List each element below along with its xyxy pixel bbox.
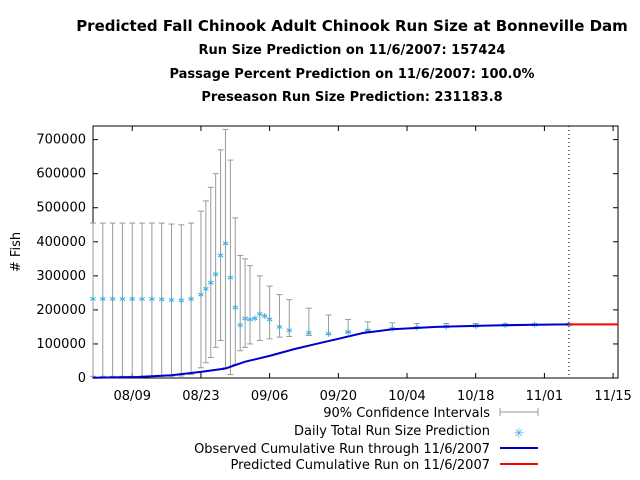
daily-prediction-point: [242, 315, 248, 322]
daily-prediction-point: [252, 315, 258, 322]
daily-prediction-point: [217, 252, 224, 259]
confidence-interval: [207, 186, 214, 359]
daily-prediction-point: [188, 295, 194, 302]
confidence-interval: [247, 265, 254, 345]
y-tick-label: 200000: [36, 303, 86, 318]
legend-label-predicted: Predicted Cumulative Run on 11/6/2007: [230, 458, 490, 473]
daily-prediction-point: [266, 316, 273, 323]
legend-item-daily: Daily Total Run Size Prediction ✳: [294, 424, 525, 442]
legend-item-observed: Observed Cumulative Run through 11/6/200…: [194, 442, 538, 457]
daily-prediction-point: [207, 279, 214, 286]
confidence-interval: [202, 200, 209, 364]
legend-label-confidence: 90% Confidence Intervals: [323, 406, 490, 421]
confidence-interval: [276, 294, 283, 338]
y-axis-ticks: 0 100000 200000 300000 400000 500000 600000 700…: [36, 133, 618, 386]
confidence-interval: [237, 254, 244, 352]
daily-prediction-point: [232, 304, 239, 311]
daily-prediction-point: [247, 316, 253, 323]
daily-prediction-point: [129, 295, 136, 302]
chart-subtitle-preseason: Preseason Run Size Prediction: 231183.8: [201, 90, 502, 105]
daily-prediction-point: [99, 295, 106, 302]
daily-prediction-points: [90, 240, 572, 337]
daily-prediction-point: [139, 295, 145, 302]
confidence-interval: [256, 275, 263, 342]
x-tick-label: 10/18: [457, 389, 494, 404]
chart-subtitle-run-size: Run Size Prediction on 11/6/2007: 157424: [199, 43, 506, 58]
legend-item-confidence: 90% Confidence Intervals: [323, 406, 539, 421]
legend-label-daily: Daily Total Run Size Prediction: [294, 424, 490, 439]
daily-prediction-point: [109, 295, 116, 302]
legend-label-observed: Observed Cumulative Run through 11/6/200…: [194, 442, 490, 457]
daily-prediction-point: [261, 313, 268, 320]
legend-swatch-daily: ✳: [514, 427, 525, 442]
legend-item-predicted: Predicted Cumulative Run on 11/6/2007: [230, 458, 538, 473]
chart-title: Predicted Fall Chinook Adult Chinook Run…: [76, 17, 628, 35]
confidence-interval: [232, 217, 239, 365]
x-tick-label: 09/06: [251, 389, 288, 404]
daily-prediction-point: [325, 330, 332, 337]
x-tick-label: 09/20: [320, 389, 357, 404]
daily-prediction-point: [222, 240, 229, 247]
x-axis-ticks: 08/09 08/23 09/06 09/20 10/04 10/18 11/01 11/15: [114, 126, 632, 404]
confidence-interval: [242, 258, 249, 348]
daily-prediction-point: [168, 297, 175, 304]
daily-prediction-point: [237, 322, 244, 329]
daily-prediction-point: [90, 295, 96, 302]
observed-cumulative-line: [92, 323, 569, 379]
y-tick-label: 400000: [36, 235, 86, 250]
daily-prediction-point: [256, 310, 263, 317]
y-axis-label: # Fish: [9, 232, 24, 272]
plot-area: 0 100000 200000 300000 400000 500000 600000 700…: [36, 125, 632, 404]
x-tick-label: 11/15: [594, 389, 631, 404]
legend: 90% Confidence Intervals Daily Total Run…: [194, 406, 539, 473]
confidence-interval: [217, 149, 224, 342]
daily-prediction-point: [149, 295, 155, 302]
y-tick-label: 600000: [36, 167, 86, 182]
confidence-interval: [222, 128, 229, 369]
daily-prediction-point: [276, 323, 283, 330]
daily-prediction-point: [158, 296, 165, 303]
confidence-interval: [266, 285, 273, 340]
x-tick-label: 08/23: [182, 389, 219, 404]
x-tick-label: 11/01: [526, 389, 563, 404]
daily-prediction-point: [202, 285, 209, 292]
confidence-interval: [227, 159, 234, 376]
daily-prediction-point: [119, 295, 126, 302]
y-tick-label: 0: [78, 371, 86, 386]
daily-prediction-point: [286, 327, 293, 334]
daily-prediction-point: [227, 274, 234, 281]
y-tick-label: 300000: [36, 269, 86, 284]
daily-prediction-point: [198, 291, 204, 298]
daily-prediction-point: [306, 329, 312, 336]
confidence-interval: [212, 173, 219, 348]
y-tick-label: 700000: [36, 133, 86, 148]
y-tick-label: 500000: [36, 201, 86, 216]
confidence-interval: [197, 210, 204, 369]
confidence-interval-bars: [90, 128, 572, 377]
x-tick-label: 08/09: [114, 389, 151, 404]
x-tick-label: 10/04: [388, 389, 425, 404]
daily-prediction-point: [212, 271, 219, 278]
daily-prediction-point: [345, 329, 351, 336]
chart-subtitle-passage-percent: Passage Percent Prediction on 11/6/2007:…: [169, 67, 534, 82]
daily-prediction-point: [178, 297, 185, 304]
y-tick-label: 100000: [36, 337, 86, 352]
